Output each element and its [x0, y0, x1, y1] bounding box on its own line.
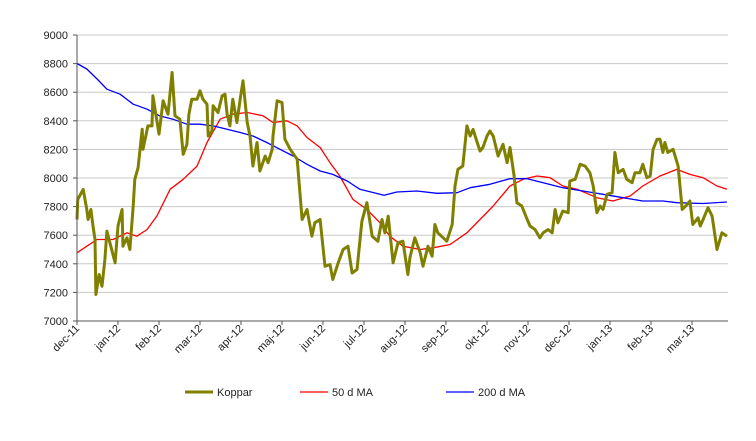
gridlines — [77, 34, 728, 293]
x-tick-label: okt-12 — [462, 323, 492, 353]
x-tick-label: nov-12 — [501, 323, 533, 355]
y-tick-label: 8200 — [44, 144, 68, 156]
legend-label: Koppar — [217, 387, 253, 399]
series-line-koppar — [75, 71, 728, 296]
y-tick-label: 8600 — [44, 87, 68, 99]
y-tick-label: 8800 — [44, 59, 68, 71]
x-tick-label: aug-12 — [377, 323, 410, 356]
x-tick-label: jan-13 — [584, 323, 615, 354]
x-tick-label: jul-12 — [341, 323, 369, 351]
x-tick-label: jun-12 — [297, 323, 328, 354]
x-tick-label: sep-12 — [419, 323, 451, 355]
legend: Koppar 50 d MA 200 d MA — [185, 387, 526, 399]
x-tick-label: maj-12 — [255, 323, 287, 355]
x-tick-label: apr-12 — [215, 323, 246, 354]
y-tick-label: 8400 — [44, 116, 68, 128]
y-tick-label: 7200 — [44, 287, 68, 299]
x-tick-label: mar-13 — [664, 323, 697, 356]
legend-label: 200 d MA — [478, 387, 526, 399]
series-lines — [75, 62, 728, 296]
y-tick-label: 8000 — [44, 173, 68, 185]
x-tick-label: feb-12 — [134, 323, 165, 354]
y-tick-label: 9000 — [44, 30, 68, 42]
x-axis-ticks: dec-11 jan-12 feb-12 mar-12 apr-12 maj-12 jun-… — [50, 321, 697, 356]
y-tick-label: 7000 — [44, 316, 68, 328]
y-tick-label: 7800 — [44, 202, 68, 214]
legend-label: 50 d MA — [332, 387, 374, 399]
x-tick-label: mar-12 — [172, 323, 205, 356]
series-line-50-d-ma — [76, 111, 728, 254]
x-tick-label: jan-12 — [92, 323, 123, 354]
x-tick-label: feb-13 — [626, 323, 657, 354]
x-tick-label: dec-12 — [542, 323, 574, 355]
y-tick-label: 7400 — [44, 259, 68, 271]
y-tick-label: 7600 — [44, 230, 68, 242]
y-axis-ticks: 7000 7200 7400 7600 7800 8000 8200 8400 8600 8800… — [44, 30, 77, 328]
